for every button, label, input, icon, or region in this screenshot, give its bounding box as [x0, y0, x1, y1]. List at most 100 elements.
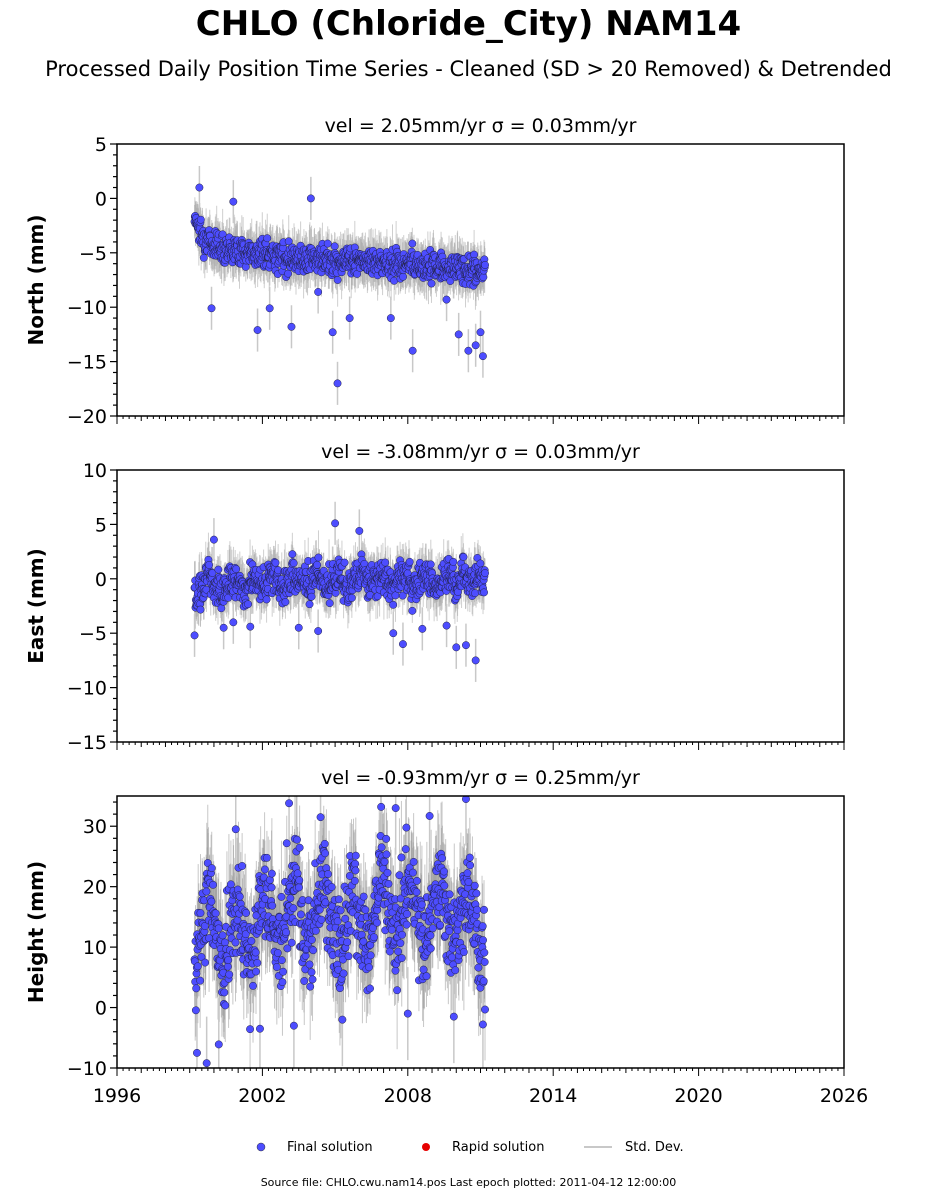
data-point	[479, 273, 488, 282]
data-point	[200, 922, 209, 931]
data-point	[480, 588, 488, 597]
outlier-point	[345, 314, 354, 323]
y-tick-label: −5	[79, 243, 107, 265]
outlier-point	[454, 330, 463, 339]
y-tick-label: −20	[67, 406, 107, 428]
outlier-point	[442, 621, 451, 630]
data-point	[220, 988, 229, 997]
data-point	[249, 981, 257, 990]
data-point	[247, 937, 256, 945]
outlier-point	[399, 640, 407, 649]
outlier-point	[229, 197, 238, 206]
figure-subtitle: Processed Daily Position Time Series - C…	[45, 57, 892, 81]
outlier-point	[464, 346, 473, 355]
y-tick-label: 0	[95, 569, 107, 591]
data-point	[196, 215, 205, 224]
data-point	[307, 592, 316, 601]
data-point	[226, 880, 235, 889]
data-point	[288, 550, 297, 559]
data-point	[220, 938, 229, 947]
outlier-point	[408, 346, 417, 355]
data-point	[284, 269, 293, 278]
outlier-point	[253, 326, 262, 334]
y-tick-label: −5	[79, 623, 107, 645]
y-tick-label: 5	[95, 134, 107, 156]
data-point	[207, 864, 216, 873]
y-axis-label: East (mm)	[24, 548, 48, 664]
outlier-point	[265, 304, 274, 313]
outlier-point	[209, 535, 218, 544]
outlier-point	[314, 627, 323, 635]
y-tick-label: −15	[67, 352, 107, 374]
data-point	[399, 272, 408, 281]
panel-title: vel = -3.08mm/yr σ = 0.03mm/yr	[321, 441, 640, 463]
data-point	[191, 1006, 200, 1015]
outlier-point	[462, 641, 470, 650]
outlier-point	[314, 288, 323, 296]
panel-title: vel = 2.05mm/yr σ = 0.03mm/yr	[325, 115, 637, 137]
panel-1: vel = 2.05mm/yr σ = 0.03mm/yr North (mm) 5…	[24, 115, 845, 428]
data-point	[238, 862, 247, 870]
outlier-point	[355, 526, 364, 535]
data-point	[218, 931, 227, 940]
outlier-point	[478, 352, 487, 361]
data-point	[262, 595, 271, 604]
data-point	[408, 239, 417, 248]
data-point	[289, 559, 298, 568]
panel-3: vel = -0.93mm/yr σ = 0.25mm/yr Height (mm…	[24, 767, 868, 1107]
outlier-point	[294, 623, 303, 632]
y-tick-label: −15	[67, 732, 107, 754]
y-tick-label: −10	[67, 678, 107, 700]
outlier-point	[219, 623, 228, 632]
data-point	[481, 260, 489, 269]
data-point	[398, 591, 407, 600]
data-point	[208, 569, 217, 577]
outlier-point	[207, 304, 216, 313]
data-point	[246, 1025, 255, 1034]
data-point	[427, 279, 436, 288]
y-axis-label: North (mm)	[24, 214, 48, 345]
outlier-point	[306, 194, 315, 203]
y-tick-label: 10	[83, 460, 107, 482]
data-point	[217, 604, 226, 613]
data-point	[241, 930, 250, 939]
data-point	[221, 1001, 230, 1010]
data-point	[205, 561, 214, 569]
data-point	[209, 880, 218, 889]
data-point	[193, 962, 202, 971]
data-point	[196, 909, 205, 917]
data-point	[449, 557, 458, 566]
data-point	[305, 600, 314, 609]
data-point	[242, 909, 251, 917]
y-tick-label: 0	[95, 188, 107, 210]
outlier-point	[287, 322, 296, 331]
data-point	[214, 924, 223, 933]
data-point	[389, 600, 398, 609]
data-point	[232, 565, 241, 574]
data-point	[314, 553, 323, 562]
outlier-point	[471, 341, 480, 350]
data-layer	[190, 796, 489, 1068]
outlier-point	[246, 622, 255, 631]
data-point	[196, 976, 205, 985]
data-point	[244, 600, 253, 609]
data-point	[225, 970, 234, 979]
data-point	[214, 565, 223, 574]
panel-2: vel = -3.08mm/yr σ = 0.03mm/yr East (mm) 1…	[24, 441, 845, 754]
data-point	[340, 558, 349, 567]
panel-title: vel = -0.93mm/yr σ = 0.25mm/yr	[321, 767, 640, 789]
y-axis-label: Height (mm)	[24, 861, 48, 1003]
outlier-point	[229, 618, 238, 627]
data-point	[313, 560, 322, 569]
data-point	[196, 605, 205, 614]
outlier-point	[386, 314, 395, 323]
data-point	[263, 234, 272, 243]
outlier-point	[195, 183, 204, 192]
data-point	[347, 593, 356, 602]
outlier-point	[328, 328, 337, 337]
data-point	[231, 938, 240, 947]
data-point	[476, 559, 485, 568]
outlier-point	[442, 295, 451, 304]
y-tick-label: −10	[67, 297, 107, 319]
